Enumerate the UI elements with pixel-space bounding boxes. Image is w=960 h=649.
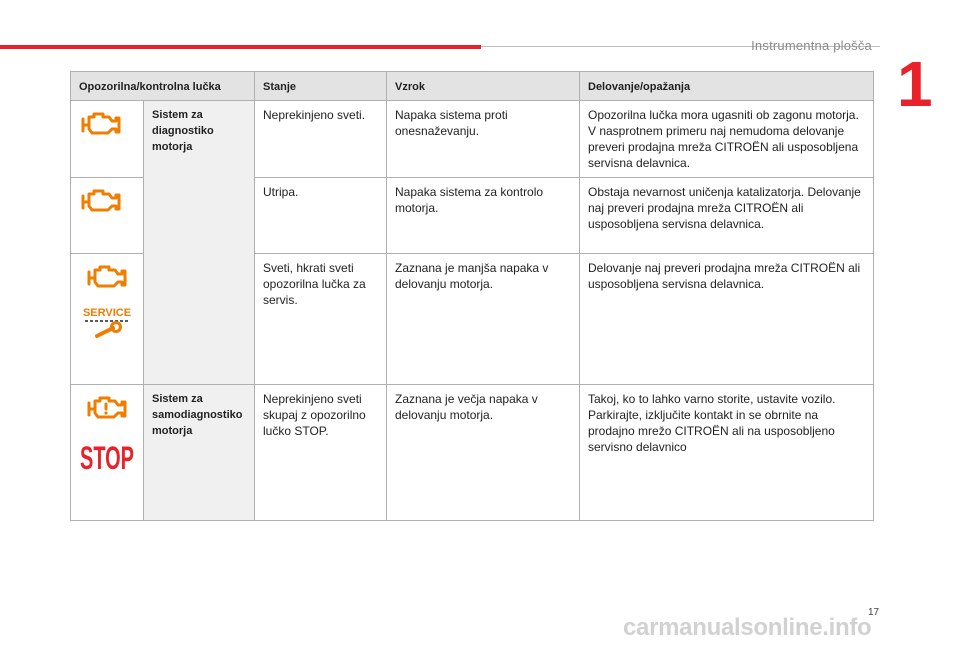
system-label: Sistem za samodiagnostiko motorja <box>143 384 255 521</box>
stop-icon-text: STOP <box>80 440 134 473</box>
system-label: Sistem za diagnostiko motorja <box>143 100 255 385</box>
table-cell: Delovanje naj preveri prodajna mreža CIT… <box>579 253 874 385</box>
column-header: Delovanje/opažanja <box>579 71 874 101</box>
table-cell: Neprekinjeno sveti. <box>254 100 387 178</box>
engine-icon <box>81 189 121 212</box>
page-number: 17 <box>868 607 880 618</box>
header-divider <box>481 46 880 47</box>
section-title: Instrumentna plošča <box>751 38 872 53</box>
table-cell: Zaznana je manjša napaka v delovanju mot… <box>386 253 580 385</box>
service-icon-text: SERVICE <box>83 307 131 319</box>
table-cell: Opozorilna lučka mora ugasniti ob zagonu… <box>579 100 874 178</box>
icon-cell: STOP <box>70 384 144 521</box>
engine-fault-icon <box>87 396 127 419</box>
icon-cell: SERVICE <box>70 253 144 385</box>
warning-lights-table: Opozorilna/kontrolna lučka Stanje Vzrok … <box>70 71 874 521</box>
header-red-bar <box>0 45 481 49</box>
table-header-row: Opozorilna/kontrolna lučka Stanje Vzrok … <box>70 71 874 101</box>
chapter-number: 1 <box>897 48 933 120</box>
service-icon: SERVICE <box>83 307 131 338</box>
table-cell: Zaznana je večja napaka v delovanju moto… <box>386 384 580 521</box>
engine-icon <box>81 112 121 135</box>
table-row: STOP Sistem za samodiagnostiko motorja N… <box>70 384 874 521</box>
table-cell: Sveti, hkrati sveti opozorilna lučka za … <box>254 253 387 385</box>
watermark: carmanualsonline.info <box>623 614 872 641</box>
stop-icon: STOP <box>80 440 134 473</box>
table-cell: Obstaja nevarnost uničenja katalizatorja… <box>579 177 874 254</box>
engine-icon <box>87 265 127 288</box>
icon-cell <box>70 177 144 254</box>
table-cell: Neprekinjeno sveti skupaj z opozorilno l… <box>254 384 387 521</box>
table-cell: Takoj, ko to lahko varno storite, ustavi… <box>579 384 874 521</box>
table-cell: Napaka sistema za kontrolo motorja. <box>386 177 580 254</box>
table-cell: Utripa. <box>254 177 387 254</box>
table-row: SERVICE Sveti, hkrati sveti opozorilna l… <box>70 253 874 385</box>
table-row: Sistem za diagnostiko motorja Neprekinje… <box>70 100 874 385</box>
column-header: Stanje <box>254 71 387 101</box>
table-row: Utripa. Napaka sistema za kontrolo motor… <box>70 177 874 254</box>
column-header: Vzrok <box>386 71 580 101</box>
table-cell: Napaka sistema proti onesnaževanju. <box>386 100 580 178</box>
column-header: Opozorilna/kontrolna lučka <box>70 71 255 101</box>
icon-cell <box>70 100 144 178</box>
